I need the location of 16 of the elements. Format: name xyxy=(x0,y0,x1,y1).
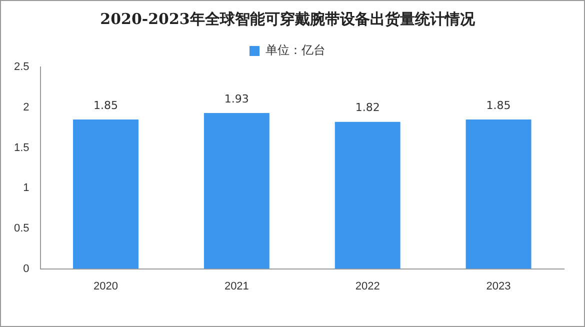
y-tick-label: 1 xyxy=(23,182,30,194)
chart-title: 2020-2023年全球智能可穿戴腕带设备出货量统计情况 xyxy=(100,10,476,28)
data-label: 1.82 xyxy=(355,101,380,114)
data-label: 1.93 xyxy=(224,92,249,106)
y-tick-label: 0 xyxy=(23,262,30,275)
data-label: 1.85 xyxy=(486,98,511,112)
y-tick-label: 1.5 xyxy=(14,142,30,154)
y-tick-label: 2 xyxy=(23,101,30,114)
y-tick-label: 2.5 xyxy=(14,61,30,74)
legend-label: 单位：亿台 xyxy=(266,43,326,58)
data-label: 1.85 xyxy=(94,98,118,112)
x-tick-label: 2020 xyxy=(94,280,118,292)
x-tick-label: 2023 xyxy=(486,280,511,292)
x-tick-label: 2021 xyxy=(224,280,249,292)
x-tick-label: 2022 xyxy=(355,280,380,292)
y-tick-label: 0.5 xyxy=(14,222,30,234)
